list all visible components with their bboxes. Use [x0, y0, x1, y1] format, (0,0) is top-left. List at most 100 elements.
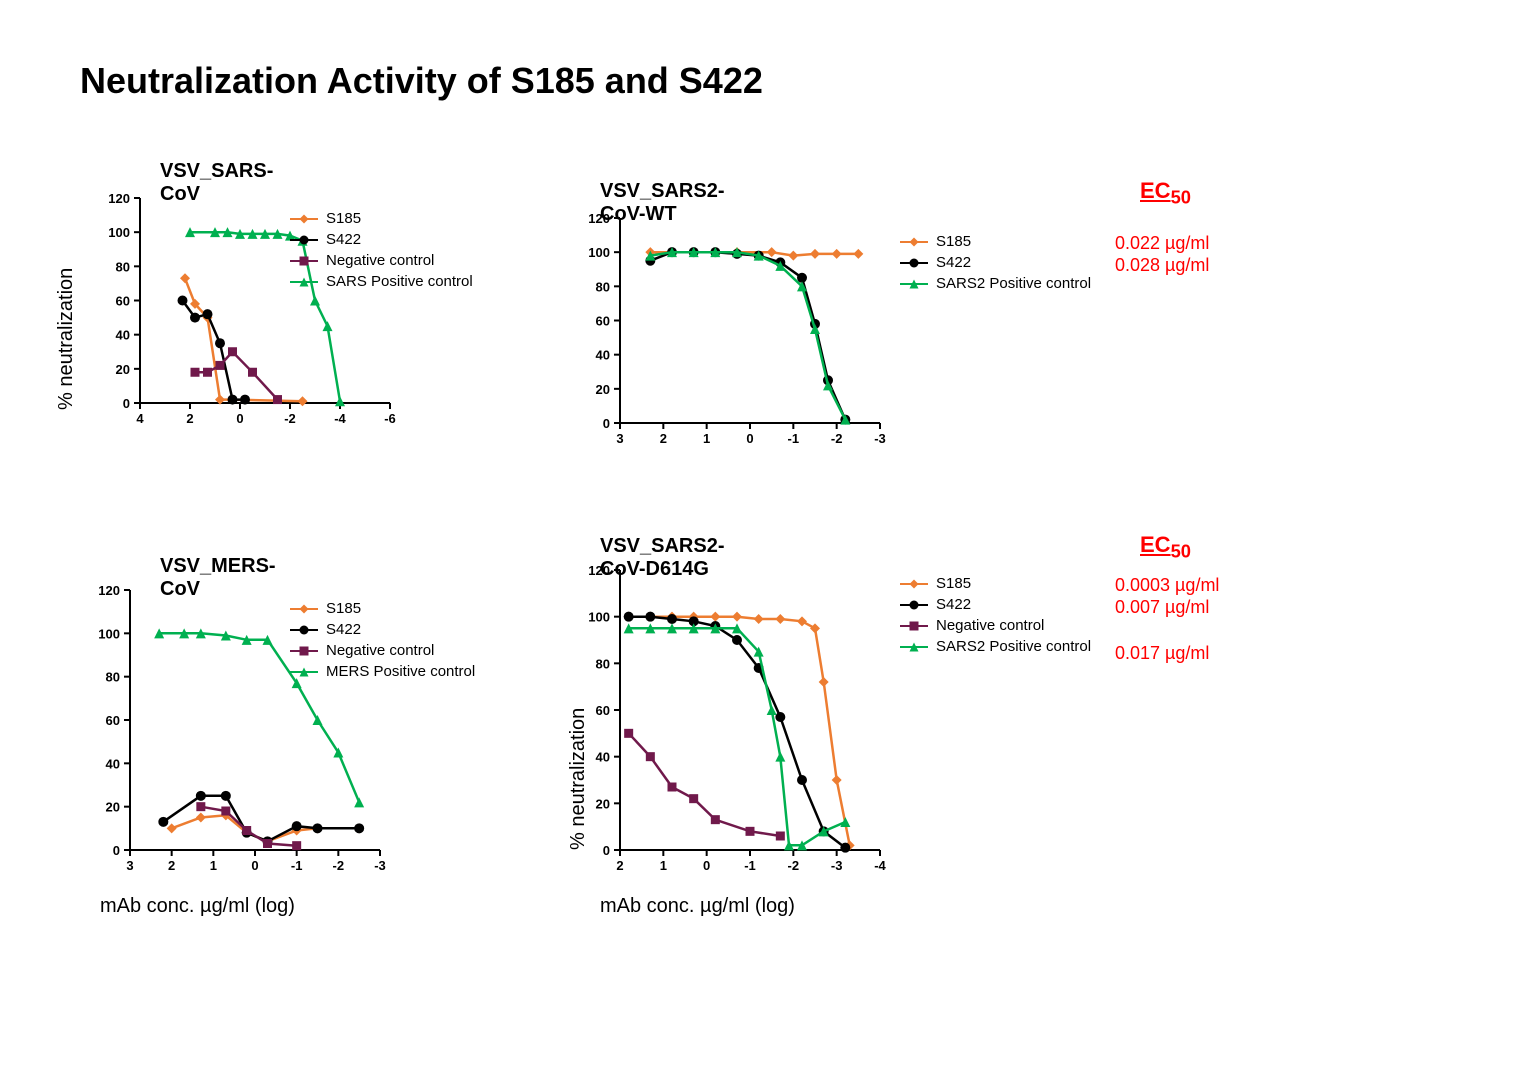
legend-label: S422 — [936, 254, 971, 271]
ec50-value-s185: 0.022 µg/ml — [1115, 233, 1209, 254]
legend-item-pos: SARS Positive control — [290, 273, 473, 290]
svg-text:80: 80 — [596, 279, 610, 294]
svg-text:1: 1 — [210, 858, 217, 873]
legend-label: Negative control — [326, 252, 434, 269]
legend-item-neg: Negative control — [290, 252, 473, 269]
svg-text:4: 4 — [136, 411, 144, 426]
legend: S185 S422 Negative control MERS Positive co… — [290, 600, 475, 684]
legend-item-s185: S185 — [900, 575, 1091, 592]
svg-text:0: 0 — [746, 431, 753, 446]
chart-title: VSV_SARS2-CoV-WT — [600, 180, 725, 226]
svg-text:100: 100 — [588, 610, 610, 625]
ec50-header-bottom: EC50 — [1140, 532, 1191, 562]
svg-text:60: 60 — [596, 703, 610, 718]
svg-text:2: 2 — [660, 431, 667, 446]
svg-text:40: 40 — [596, 348, 610, 363]
svg-text:80: 80 — [596, 656, 610, 671]
page-title: Neutralization Activity of S185 and S422 — [80, 60, 763, 102]
legend-label: Negative control — [936, 617, 1044, 634]
svg-text:0: 0 — [236, 411, 243, 426]
chart-title: VSV_SARS-CoV — [160, 160, 273, 206]
legend-item-pos: MERS Positive control — [290, 663, 475, 680]
legend-label: S422 — [936, 596, 971, 613]
legend-label: MERS Positive control — [326, 663, 475, 680]
legend: S185 S422 Negative control SARS2 Positive c… — [900, 575, 1091, 659]
svg-text:80: 80 — [116, 259, 130, 274]
legend-label: Negative control — [326, 642, 434, 659]
svg-text:-2: -2 — [831, 431, 843, 446]
svg-text:0: 0 — [123, 396, 130, 411]
legend-item-s185: S185 — [900, 233, 1091, 250]
svg-text:-3: -3 — [874, 431, 886, 446]
legend: S185 S422 SARS2 Positive control — [900, 233, 1091, 296]
legend-item-s422: S422 — [290, 621, 475, 638]
svg-text:100: 100 — [108, 225, 130, 240]
svg-text:40: 40 — [596, 750, 610, 765]
legend-item-pos: SARS2 Positive control — [900, 275, 1091, 292]
legend-item-pos: SARS2 Positive control — [900, 638, 1091, 655]
y-axis-label-left: % neutralization — [55, 268, 78, 410]
svg-text:-3: -3 — [374, 858, 386, 873]
svg-text:2: 2 — [186, 411, 193, 426]
svg-text:40: 40 — [106, 756, 120, 771]
svg-text:0: 0 — [251, 858, 258, 873]
y-axis-label-right: % neutralization — [567, 708, 590, 850]
svg-text:-1: -1 — [744, 858, 756, 873]
chart-title: VSV_SARS2-CoV-D614G — [600, 535, 725, 581]
legend-label: SARS2 Positive control — [936, 638, 1091, 655]
legend-label: S185 — [936, 233, 971, 250]
svg-text:2: 2 — [616, 858, 623, 873]
legend-label: SARS2 Positive control — [936, 275, 1091, 292]
ec50-value-s422: 0.007 µg/ml — [1115, 597, 1209, 618]
svg-text:-2: -2 — [333, 858, 345, 873]
legend-label: S185 — [326, 600, 361, 617]
ec50-value-s422: 0.028 µg/ml — [1115, 255, 1209, 276]
svg-text:-1: -1 — [291, 858, 303, 873]
legend-item-s422: S422 — [900, 254, 1091, 271]
chart-title: VSV_MERS-CoV — [160, 555, 276, 601]
svg-text:100: 100 — [588, 245, 610, 260]
svg-text:0: 0 — [603, 843, 610, 858]
x-axis-label-right: mAb conc. µg/ml (log) — [600, 895, 795, 918]
legend-label: S185 — [936, 575, 971, 592]
legend: S185 S422 Negative control SARS Positive co… — [290, 210, 473, 294]
legend-label: SARS Positive control — [326, 273, 473, 290]
svg-text:20: 20 — [116, 362, 130, 377]
svg-text:-4: -4 — [874, 858, 886, 873]
svg-text:-2: -2 — [788, 858, 800, 873]
legend-item-s422: S422 — [290, 231, 473, 248]
svg-text:60: 60 — [106, 713, 120, 728]
svg-text:1: 1 — [660, 858, 667, 873]
svg-text:-3: -3 — [831, 858, 843, 873]
svg-text:20: 20 — [106, 800, 120, 815]
legend-item-s185: S185 — [290, 210, 473, 227]
svg-text:60: 60 — [596, 314, 610, 329]
ec50-header-top: EC50 — [1140, 178, 1191, 208]
svg-text:3: 3 — [126, 858, 133, 873]
svg-text:0: 0 — [113, 843, 120, 858]
svg-text:100: 100 — [98, 626, 120, 641]
ec50-value-s185: 0.0003 µg/ml — [1115, 575, 1219, 596]
svg-text:-6: -6 — [384, 411, 396, 426]
svg-text:3: 3 — [616, 431, 623, 446]
svg-text:20: 20 — [596, 382, 610, 397]
legend-item-s185: S185 — [290, 600, 475, 617]
svg-text:80: 80 — [106, 670, 120, 685]
svg-text:60: 60 — [116, 294, 130, 309]
svg-text:-2: -2 — [284, 411, 296, 426]
ec50-value-pos: 0.017 µg/ml — [1115, 643, 1209, 664]
svg-text:2: 2 — [168, 858, 175, 873]
svg-text:0: 0 — [703, 858, 710, 873]
legend-item-s422: S422 — [900, 596, 1091, 613]
legend-label: S185 — [326, 210, 361, 227]
legend-item-neg: Negative control — [900, 617, 1091, 634]
svg-text:-1: -1 — [788, 431, 800, 446]
svg-text:20: 20 — [596, 796, 610, 811]
svg-text:1: 1 — [703, 431, 710, 446]
legend-label: S422 — [326, 231, 361, 248]
svg-text:120: 120 — [98, 583, 120, 598]
legend-item-neg: Negative control — [290, 642, 475, 659]
svg-text:-4: -4 — [334, 411, 346, 426]
x-axis-label-left: mAb conc. µg/ml (log) — [100, 895, 295, 918]
svg-text:40: 40 — [116, 328, 130, 343]
